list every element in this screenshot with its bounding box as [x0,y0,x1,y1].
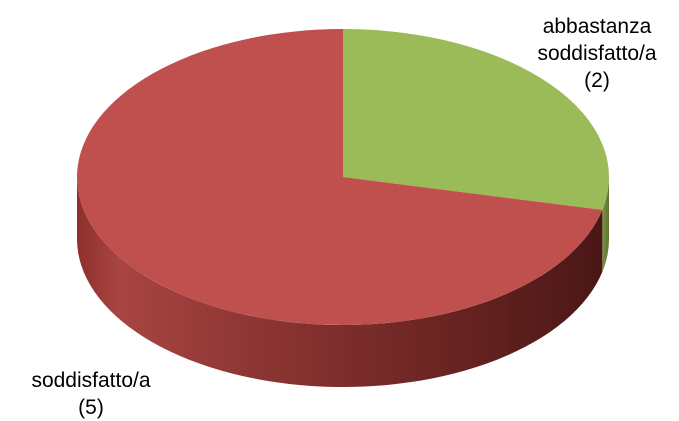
pie-slice-abbastanza-soddisfatto-a [343,29,609,210]
slice-label-value: (5) [78,396,104,419]
slice-label-line: soddisfatto/a [31,369,151,392]
pie-side-abbastanza-soddisfatto-a [602,177,609,272]
pie-sides [77,177,609,388]
slice-label-value: (2) [584,69,610,92]
slice-label-abbastanza-soddisfatto: abbastanza soddisfatto/a (2) [518,13,676,94]
slice-label-line: abbastanza [542,15,652,38]
slice-label-soddisfatto: soddisfatto/a (5) [5,367,177,421]
slice-label-line: soddisfatto/a [537,42,657,65]
pie-side-soddisfatto-a [77,177,603,388]
pie-slice-soddisfatto-a [77,29,603,325]
pie-tops [77,29,609,325]
